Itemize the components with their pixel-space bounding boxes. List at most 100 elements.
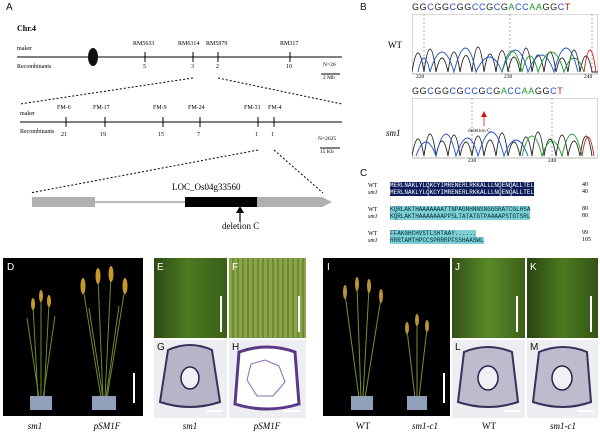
panel-label-d: D bbox=[7, 262, 15, 273]
aln-seq: MERLNAKLYLQKCYIMRENERLRKKALLLNQENQALLTEL bbox=[390, 189, 535, 196]
base-c: C bbox=[471, 86, 479, 96]
sm1-trace bbox=[412, 98, 598, 159]
base-t: T bbox=[564, 2, 571, 12]
panel-e-leaf-photo bbox=[154, 258, 227, 338]
panel-label-m: M bbox=[530, 342, 539, 353]
section-illustration bbox=[456, 346, 520, 408]
base-a: A bbox=[535, 2, 543, 12]
base-c: C bbox=[449, 2, 457, 12]
base-g: G bbox=[419, 2, 428, 12]
aln-num-3-wt: 99 bbox=[582, 230, 588, 236]
caption-i-sm1c1: sm1-c1 bbox=[412, 421, 438, 431]
base-c: C bbox=[427, 86, 435, 96]
marker-rm6314: RM6314 bbox=[178, 41, 200, 47]
scale-bar-k bbox=[590, 296, 592, 332]
wt-chrom-label: WT bbox=[388, 40, 402, 50]
aln-label: WT bbox=[368, 231, 378, 237]
panel-i-plants-photo bbox=[323, 258, 450, 416]
sm1-sequence: GGCGGCGCCGCGACCAAGGCT bbox=[412, 86, 563, 96]
panel-d-plants-photo bbox=[3, 258, 143, 416]
base-a: A bbox=[529, 2, 536, 12]
aln-label: WT bbox=[368, 207, 378, 213]
base-c: C bbox=[514, 86, 522, 96]
coarse-n: N=26 bbox=[323, 62, 336, 68]
aln-row-3-sm1: sm1 RRRTAMTHPCCSPRRRPFSSHAASWL bbox=[368, 237, 484, 245]
aln-label: sm1 bbox=[368, 214, 378, 220]
panel-b-chromatogram: WT sm1 GGCGGCGGCCGCGACCAAGGCT 220 230 24… bbox=[360, 0, 600, 165]
panel-label-l: L bbox=[455, 342, 461, 353]
section-illustration bbox=[531, 346, 593, 408]
gene-name: LOC_Os04g33560 bbox=[172, 182, 241, 192]
panel-label-h: H bbox=[232, 342, 240, 353]
recomb-fm24: 7 bbox=[197, 132, 200, 138]
marker-rm317: RM317 bbox=[280, 41, 299, 47]
aln-row-2-sm1: sm1 KQRLAKTHAAAAAAAPPSLTATATGTPAAAAPSTGTS… bbox=[368, 213, 531, 221]
fine-n: N=2625 bbox=[318, 136, 337, 142]
cds-exon bbox=[185, 197, 257, 207]
scale-bar-f bbox=[298, 296, 300, 332]
base-c: C bbox=[449, 86, 457, 96]
base-g: G bbox=[464, 2, 472, 12]
caption-i-wt: WT bbox=[356, 421, 370, 431]
base-g: G bbox=[434, 2, 442, 12]
scale-bar-m bbox=[578, 410, 594, 412]
aln-label: WT bbox=[368, 183, 378, 189]
base-g: G bbox=[500, 2, 509, 12]
marker-rm5979: RM5979 bbox=[206, 41, 228, 47]
aln-seq: KQRLAKTHAAAAAAATTNPAGNHNNSNGGGRATCGLHSA bbox=[390, 206, 531, 213]
base-g: G bbox=[550, 2, 558, 12]
panel-k-leaf-photo bbox=[527, 258, 598, 338]
base-a: A bbox=[500, 86, 508, 96]
base-c: C bbox=[486, 86, 494, 96]
base-c: C bbox=[478, 2, 487, 12]
marker-fm24: FM-24 bbox=[188, 105, 205, 111]
caption-m: sm1-c1 bbox=[550, 421, 576, 431]
aln-row-1-wt: WT MERLNAKLYLQKCYIMRENERLRKKALLLNQENQALLT… bbox=[368, 182, 535, 190]
base-g: G bbox=[441, 86, 450, 96]
recomb-fm17: 19 bbox=[100, 132, 106, 138]
aln-num-2-wt: 80 bbox=[582, 206, 588, 212]
base-g: G bbox=[412, 86, 420, 96]
wt-tick-240: 240 bbox=[584, 74, 593, 80]
centromere bbox=[88, 48, 98, 66]
panel-m-section-photo bbox=[527, 340, 598, 418]
panel-a-map: Chr.4 maker Recombinants bbox=[0, 0, 358, 231]
base-c: C bbox=[515, 2, 523, 12]
base-g: G bbox=[493, 86, 501, 96]
section-illustration bbox=[158, 344, 222, 408]
recomb-fm31: 1 bbox=[255, 132, 258, 138]
panel-g-section-photo bbox=[154, 340, 227, 418]
sm1-tick-230: 230 bbox=[468, 158, 477, 164]
base-c: C bbox=[471, 2, 479, 12]
plants-illustration bbox=[343, 277, 445, 410]
aln-num-1-sm1: 40 bbox=[582, 189, 588, 195]
aln-seq: MERLNAKLYLQKCYIMRENERLRKKALLLNQENQALLTEL bbox=[390, 182, 535, 189]
base-g: G bbox=[542, 86, 551, 96]
caption-d-psm1f: pSM1F bbox=[93, 421, 121, 431]
sm1-chrom-label: sm1 bbox=[386, 128, 401, 138]
caption-g: sm1 bbox=[182, 421, 198, 431]
recomb-fm9: 15 bbox=[158, 132, 164, 138]
panel-label-i: I bbox=[327, 262, 330, 273]
panel-label-b: B bbox=[360, 2, 367, 13]
base-g: G bbox=[486, 2, 494, 12]
caption-h: pSM1F bbox=[253, 421, 281, 431]
recomb-fm6: 21 bbox=[61, 132, 67, 138]
wt-tick-220: 220 bbox=[416, 74, 425, 80]
base-g: G bbox=[419, 86, 428, 96]
maker-label-coarse: maker bbox=[17, 46, 32, 52]
scale-bar-e bbox=[220, 296, 222, 332]
recomb-rm6314: 3 bbox=[191, 64, 194, 70]
base-c: C bbox=[427, 2, 435, 12]
aln-row-3-wt: WT FFAKGHCHVSTLSHTAAY...... bbox=[368, 230, 477, 238]
panel-label-j: J bbox=[455, 262, 460, 273]
base-g: G bbox=[441, 2, 450, 12]
scale-bar-h bbox=[284, 410, 300, 412]
utr-left bbox=[32, 197, 95, 207]
wt-tick-230: 230 bbox=[504, 74, 513, 80]
plants-illustration bbox=[26, 266, 135, 410]
panel-label-g: G bbox=[157, 342, 165, 353]
sm1-tick-240: 240 bbox=[548, 158, 557, 164]
aln-num-1-wt: 40 bbox=[582, 182, 588, 188]
utr-right-arrow bbox=[257, 197, 332, 207]
